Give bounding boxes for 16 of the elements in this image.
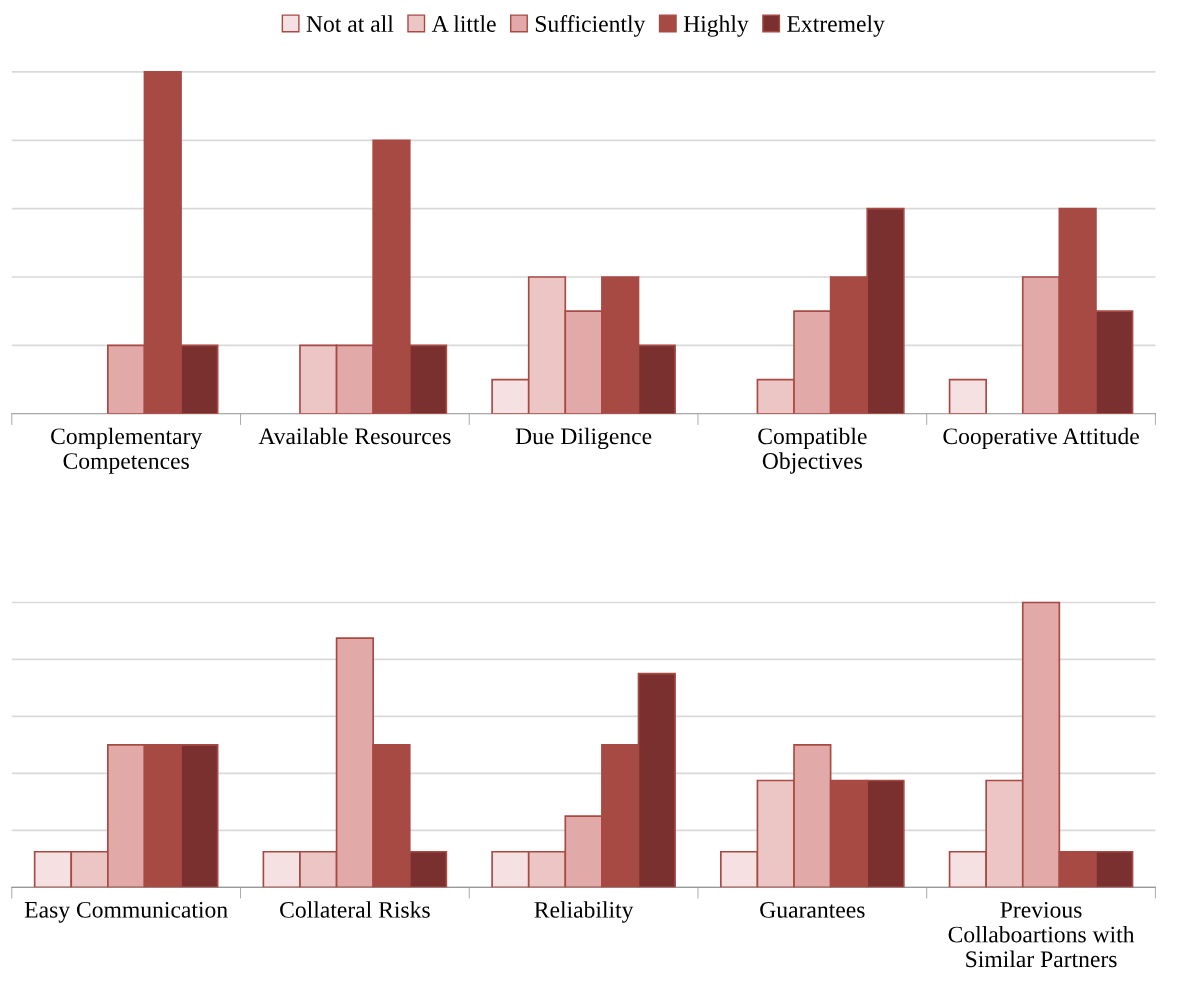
x-tick-label: Previous Collaboartions with Similar Partners	[948, 901, 1135, 968]
legend-label: Sufficiently	[535, 15, 646, 37]
x-tick-label: Complementary Competences	[51, 427, 203, 474]
bar	[948, 378, 987, 414]
x-tick-label: Guarantees	[760, 901, 865, 918]
x-tick-label: Easy Communication	[24, 901, 228, 923]
legend-label: Highly	[683, 15, 749, 37]
x-tick-label: Reliability	[534, 901, 634, 923]
legend-label: Not at all	[306, 15, 394, 32]
legend-label: Extremely	[787, 15, 885, 37]
legend-label: A little	[431, 15, 496, 32]
x-tick-label: Available Resources	[258, 427, 451, 445]
x-tick-label: Compatible Objectives	[758, 427, 867, 474]
x-tick-label: Due Diligence	[515, 427, 652, 450]
x-tick-label: Cooperative Attitude	[943, 427, 1139, 450]
x-tick-label: Collateral Risks	[280, 901, 430, 918]
